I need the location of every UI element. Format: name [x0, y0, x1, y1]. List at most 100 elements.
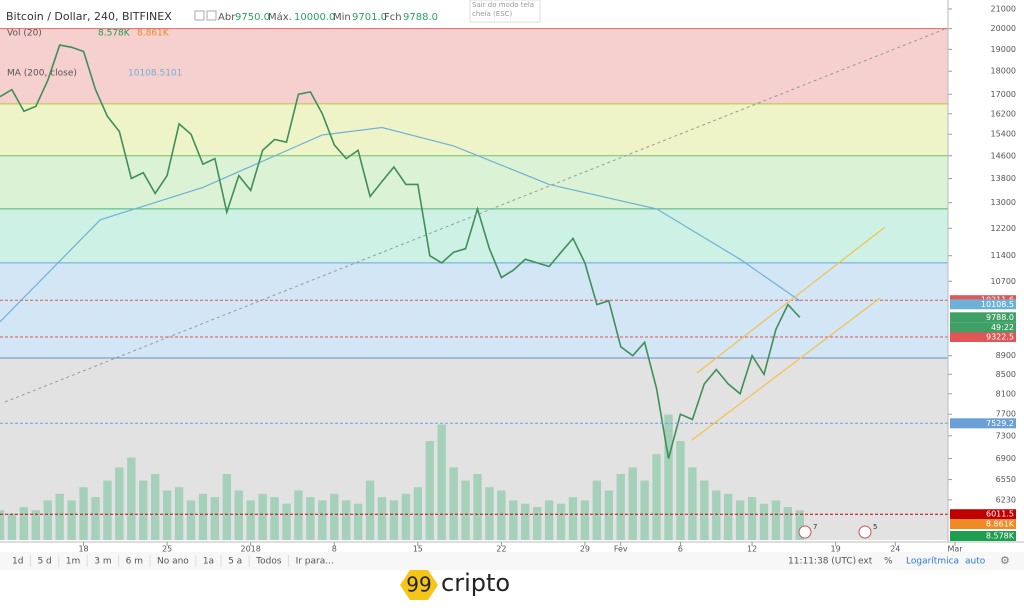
volume-bar	[544, 500, 554, 540]
volume-bar	[473, 474, 482, 540]
volume-bar	[521, 503, 530, 540]
volume-bar	[79, 487, 88, 540]
volume-bar	[700, 480, 709, 540]
countdown-box	[950, 322, 1016, 333]
volume-bar	[127, 457, 136, 540]
price-label-box	[950, 312, 1016, 323]
icon[interactable]	[194, 10, 205, 21]
y-tick-label: 18000	[991, 67, 1016, 76]
open-label: Abr	[218, 12, 236, 23]
y-tick-label: 20000	[991, 24, 1016, 33]
range-button[interactable]: 3 m	[94, 557, 111, 567]
y-tick-label: 8100	[996, 389, 1016, 398]
volume-bar	[425, 441, 434, 540]
volume-bar	[365, 480, 375, 540]
event-badge	[858, 525, 872, 539]
range-button[interactable]: 1m	[66, 557, 81, 567]
x-tick-label: 18	[78, 545, 88, 554]
price-line	[0, 44, 801, 459]
plot-area	[0, 28, 948, 540]
range-button[interactable]: Todos	[255, 557, 282, 567]
price-label-box	[950, 418, 1016, 429]
ext-button[interactable]: ext	[858, 557, 873, 567]
y-tick-label: 15400	[991, 130, 1016, 139]
trend-line	[4, 28, 946, 403]
level-band	[0, 208, 948, 263]
range-button[interactable]: 5 d	[37, 557, 51, 567]
volume-bar	[151, 474, 160, 540]
range-button[interactable]: 1d	[12, 557, 23, 567]
x-tick-label: 6	[678, 545, 683, 554]
volume-bar	[735, 500, 745, 540]
x-tick-label: 8	[332, 545, 337, 554]
volume-label: 8.861K	[986, 520, 1015, 529]
range-button[interactable]: 5 a	[228, 557, 242, 567]
close-value: 9788.0	[403, 12, 438, 23]
volume-bar	[533, 507, 542, 540]
log-button[interactable]: Logarítmica	[906, 557, 959, 567]
settings-icon[interactable]: ⚙	[1000, 554, 1010, 567]
volume-bar	[306, 497, 315, 540]
volume-bar	[616, 474, 625, 540]
volume-bar	[330, 493, 339, 540]
volume-bar	[174, 487, 184, 540]
volume-bar	[449, 467, 458, 540]
volume-bar	[652, 454, 661, 540]
volume-bar	[0, 510, 5, 540]
volume-bar	[389, 500, 399, 540]
x-tick-label: 15	[413, 545, 423, 554]
y-tick-label: 21000	[991, 4, 1016, 13]
logo-number: 99	[406, 573, 431, 597]
ma-value: 10108.5101	[128, 69, 182, 79]
y-tick-label: 7700	[996, 410, 1016, 419]
volume-bar	[67, 500, 76, 540]
y-tick-label: 14600	[991, 151, 1016, 160]
volume-bar	[19, 507, 29, 540]
volume-bar	[795, 510, 804, 540]
level-band	[0, 155, 948, 209]
x-tick-label: 22	[496, 545, 506, 554]
percent-button[interactable]: %	[884, 557, 893, 567]
volume-bar	[580, 500, 590, 540]
x-tick-label: 24	[890, 545, 900, 554]
y-tick-label: 7300	[996, 431, 1016, 440]
volume-bar	[91, 497, 100, 540]
volume-bar	[592, 480, 602, 540]
low-label: Min	[333, 12, 351, 23]
volume-bar	[497, 490, 506, 540]
goto-button[interactable]: Ir para...	[296, 557, 334, 567]
y-tick-label: 13000	[991, 198, 1016, 207]
y-tick-label: 6550	[996, 475, 1016, 484]
volume-bar	[43, 500, 52, 540]
level-band	[0, 103, 948, 156]
logo-word: cripto	[441, 569, 510, 597]
close-label: Fch	[384, 12, 402, 23]
volume-bar	[198, 493, 208, 540]
volume-bar	[186, 500, 196, 540]
icon[interactable]	[206, 10, 217, 21]
y-tick-label: 19000	[991, 45, 1016, 54]
y-tick-label: 6230	[996, 495, 1016, 504]
level-band	[0, 28, 948, 104]
range-button[interactable]: No ano	[157, 557, 189, 567]
symbol-title: Bitcoin / Dollar, 240, BITFINEX	[6, 10, 172, 23]
tooltip	[469, 0, 541, 23]
range-button[interactable]: 6 m	[126, 557, 143, 567]
x-tick-label: 25	[162, 545, 172, 554]
volume-bar	[747, 497, 757, 540]
volume-bar	[162, 490, 172, 540]
event-badge-count: 7	[813, 523, 817, 531]
auto-button[interactable]: auto	[965, 557, 986, 567]
range-button[interactable]: 1a	[203, 557, 214, 567]
volume-bar	[377, 497, 387, 540]
volume-bar	[139, 480, 148, 540]
price-label-box	[950, 509, 1016, 520]
countdown: 49:22	[991, 323, 1014, 332]
clock: 11:11:38 (UTC)	[788, 557, 856, 567]
volume-bar	[485, 487, 494, 540]
level-band	[0, 262, 948, 359]
y-tick-label: 8900	[996, 351, 1016, 360]
vol-value: 8.578K	[98, 29, 131, 39]
volume-bar	[222, 474, 231, 540]
